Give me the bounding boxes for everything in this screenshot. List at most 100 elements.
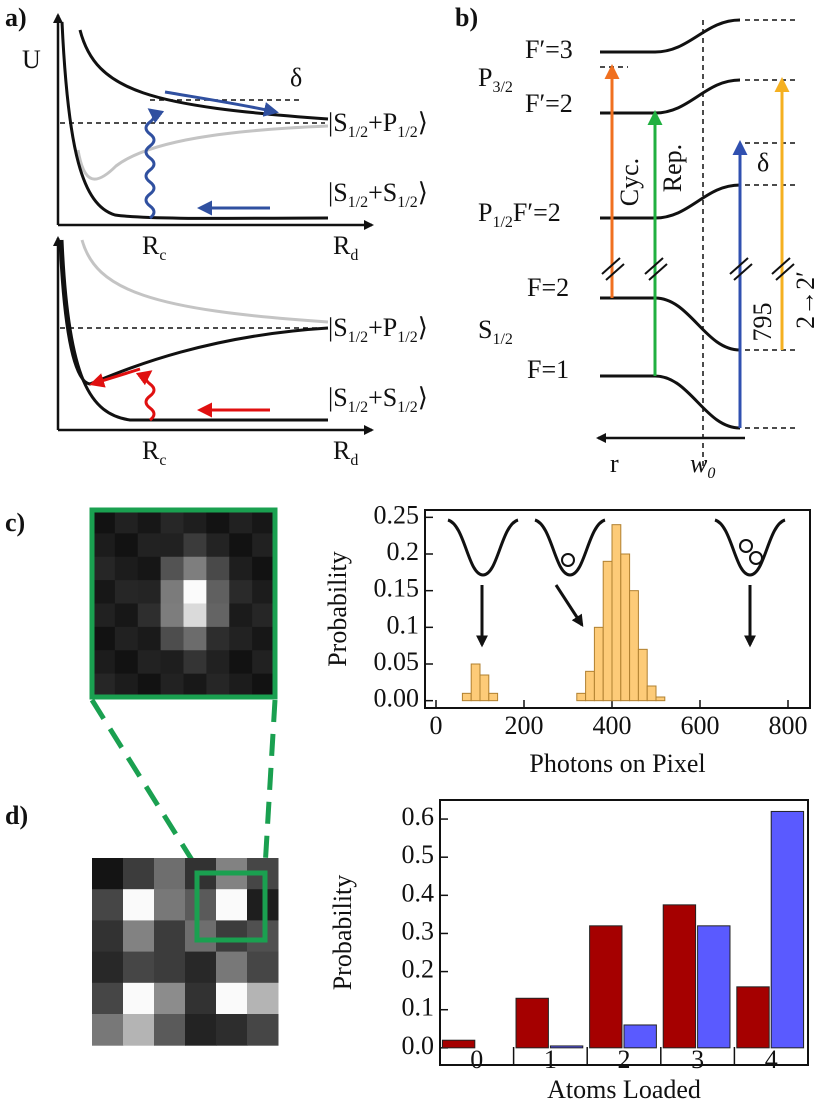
pixel <box>114 626 139 651</box>
pixel <box>92 1014 124 1046</box>
arrow <box>164 90 279 117</box>
text-part: P <box>478 63 492 92</box>
pixel <box>185 889 217 921</box>
subscript: 1/2 <box>348 124 368 141</box>
potential-curve <box>76 124 329 181</box>
pixel <box>160 580 184 604</box>
pixel <box>123 982 155 1015</box>
pixel <box>183 533 207 558</box>
pixel <box>137 650 162 675</box>
x-tick-label: 200 <box>505 711 544 740</box>
histogram-bar <box>479 674 490 702</box>
histogram-bar <box>629 590 639 702</box>
state-label: |S1/2+S1/2⟩ <box>328 383 428 416</box>
pixel <box>92 951 124 984</box>
level-label: F′=3 <box>525 35 573 64</box>
camera-image <box>92 858 279 1046</box>
level <box>600 183 741 220</box>
level <box>600 78 741 115</box>
axis-label: Rc <box>142 231 166 264</box>
axis-label: Rc <box>142 436 166 469</box>
text-part: R <box>333 436 351 465</box>
pixel <box>229 580 253 604</box>
subscript: 1/2 <box>492 331 512 348</box>
pixel <box>183 603 207 628</box>
pixel <box>252 580 276 604</box>
pixel <box>160 626 184 651</box>
pixel <box>92 650 116 675</box>
pixel <box>137 533 162 558</box>
text-part: |S <box>328 313 348 342</box>
panel-label: d) <box>5 801 28 830</box>
pixel <box>229 603 253 628</box>
plot-frame <box>439 799 809 1066</box>
pixel <box>123 1014 155 1046</box>
bar <box>589 925 623 1049</box>
potential-curve <box>60 21 329 220</box>
pixel <box>183 650 207 675</box>
transition-label: 2→2′ <box>791 271 820 329</box>
subscript: 1/2 <box>397 329 417 346</box>
pixel <box>206 626 230 651</box>
zoom-box <box>194 870 268 943</box>
y-tick-label: 0.6 <box>402 802 435 831</box>
histogram-bar <box>637 648 648 702</box>
axis-label: Rd <box>333 231 358 264</box>
state-label: |S1/2+S1/2⟩ <box>328 178 428 211</box>
potential-curve <box>58 239 329 386</box>
diagram-b <box>596 18 795 470</box>
pixel <box>229 533 253 558</box>
y-axis-label: Probability <box>328 875 357 991</box>
pixel <box>247 1014 279 1046</box>
transition-label: Rep. <box>658 144 687 192</box>
subscript: c <box>159 247 166 264</box>
pixel <box>92 673 116 698</box>
y-tick-label: 0.25 <box>374 500 420 529</box>
pixel <box>137 603 162 628</box>
pixel <box>114 556 139 581</box>
axis-label: Rd <box>333 436 358 469</box>
y-tick-label: 0.2 <box>387 537 420 566</box>
pixel <box>114 510 139 534</box>
panel-label: c) <box>5 508 25 537</box>
y-tick-label: 0.1 <box>387 610 420 639</box>
y-tick-label: 0.3 <box>402 916 435 945</box>
pixel <box>92 982 124 1015</box>
text-part: R <box>142 231 160 260</box>
bar <box>770 810 805 1049</box>
text-part: +P <box>368 108 397 137</box>
pixel <box>252 533 276 558</box>
pixel <box>160 603 184 628</box>
wavy-arrow <box>135 370 156 422</box>
pixel <box>137 626 162 651</box>
x-tick-label: 0 <box>430 711 443 740</box>
subscript: 1/2 <box>348 399 368 416</box>
axis-break <box>601 257 795 281</box>
pixel <box>252 673 276 698</box>
y-tick-label: 0.4 <box>402 878 435 907</box>
subscript: d <box>350 452 358 469</box>
pixel <box>160 650 184 675</box>
text-part: P <box>478 198 492 227</box>
x-tick-label: 0 <box>470 1045 483 1074</box>
pixel <box>114 580 139 604</box>
pixel <box>92 889 124 921</box>
pixel <box>229 556 253 581</box>
level <box>600 374 741 430</box>
text-part: |S <box>328 383 348 412</box>
potential-curve <box>60 239 328 422</box>
text-part: S <box>478 315 492 344</box>
subscript: 1/2 <box>397 124 417 141</box>
pixel <box>216 1014 248 1046</box>
histogram-bar <box>461 692 472 702</box>
dashed-level <box>600 19 795 429</box>
state-label: |S1/2+P1/2⟩ <box>328 313 428 346</box>
pixel <box>123 858 155 890</box>
pixel <box>114 533 139 558</box>
histogram-bar <box>602 560 613 702</box>
pixel <box>92 920 124 953</box>
subscript: c <box>159 452 166 469</box>
histogram-bar <box>470 663 481 702</box>
text-part: R <box>333 231 351 260</box>
